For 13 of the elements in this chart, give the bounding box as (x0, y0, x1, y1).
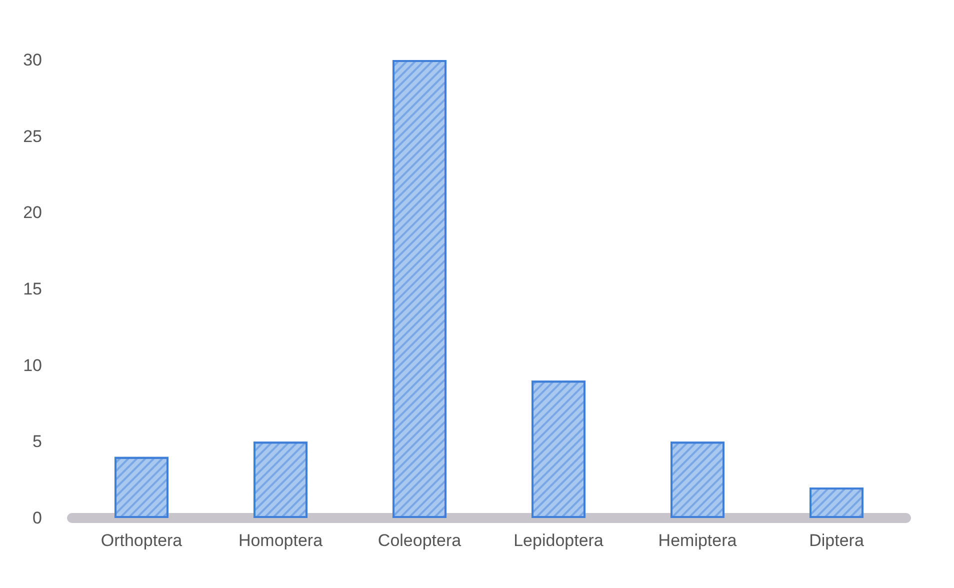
y-tick-label: 15 (23, 280, 42, 298)
x-tick-label: Homoptera (238, 531, 324, 550)
x-tick-label: Diptera (809, 531, 864, 550)
y-tick-label: 10 (23, 356, 42, 375)
y-tick-label: 25 (23, 126, 42, 146)
x-tick-label: Coleoptera (378, 531, 462, 550)
y-tick-label: 30 (23, 50, 42, 70)
x-tick-label: Hemiptera (658, 531, 738, 550)
y-tick-label: 20 (23, 203, 42, 222)
y-tick-label: 0 (32, 508, 42, 528)
y-tick-label: 5 (32, 432, 42, 452)
x-tick-label: Lepidoptera (514, 531, 604, 550)
x-tick-label: Orthoptera (100, 531, 183, 550)
